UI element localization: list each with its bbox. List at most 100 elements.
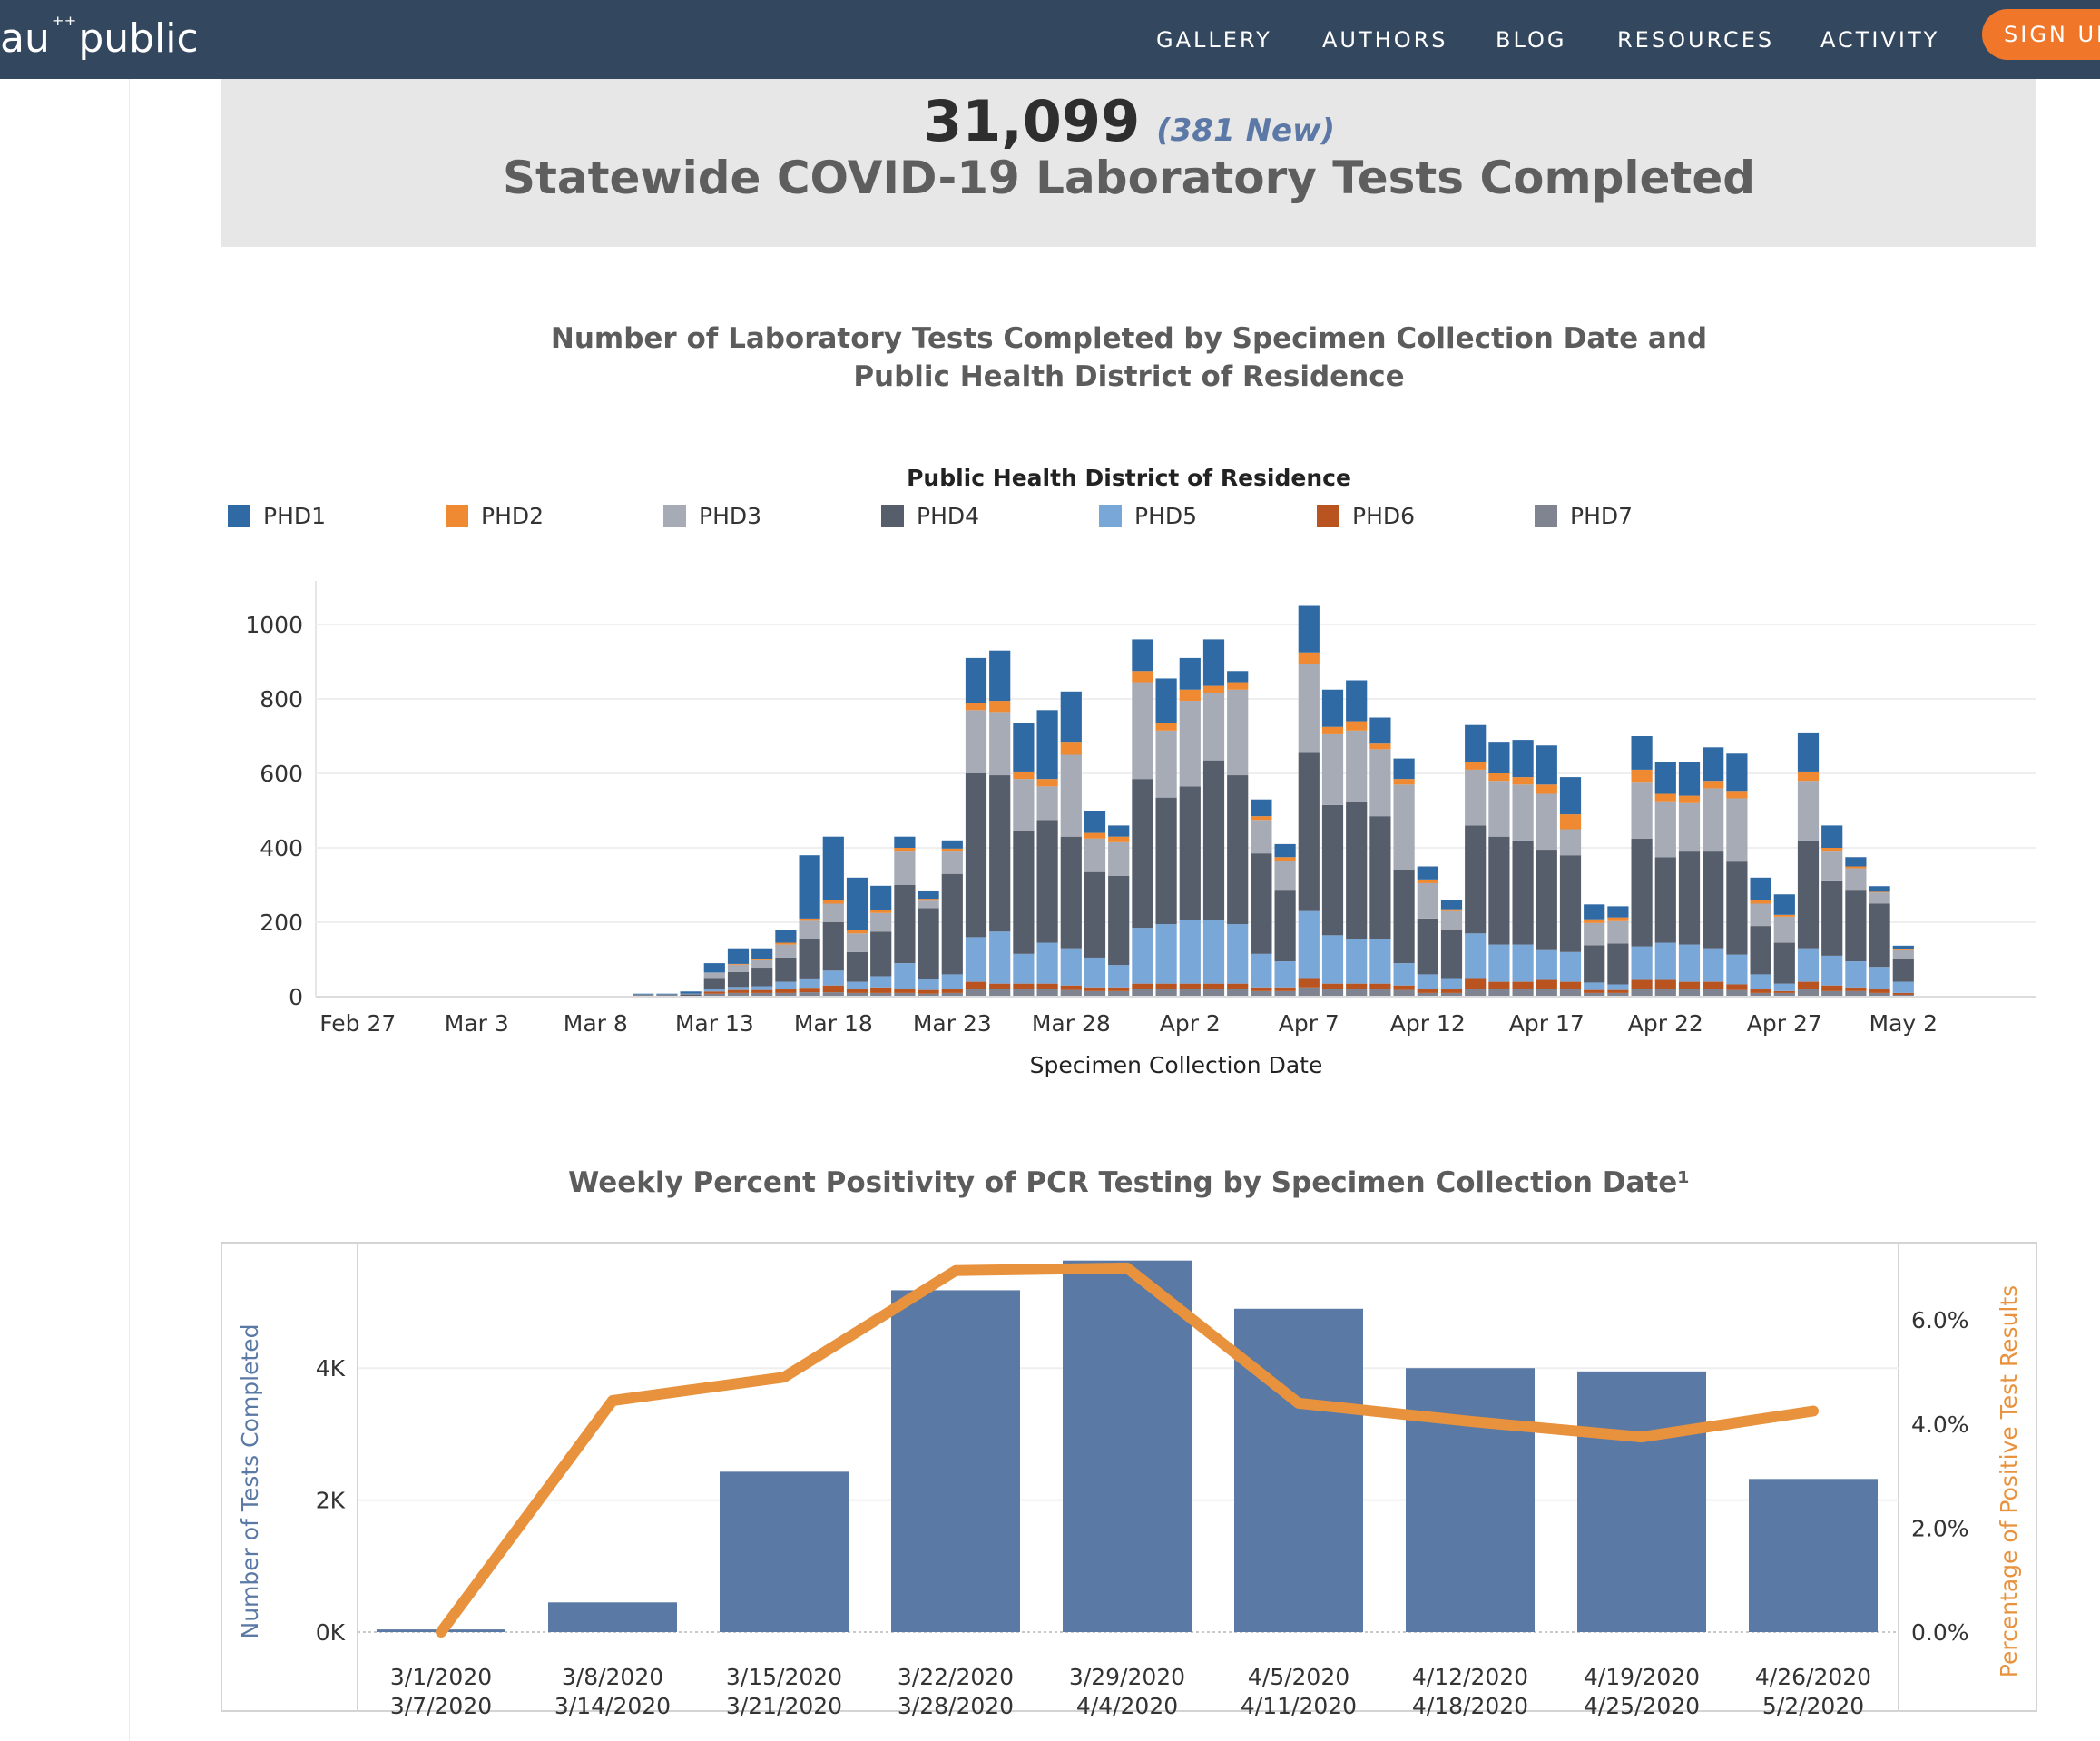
bar-segment-phd7[interactable] xyxy=(775,992,797,997)
bar-segment-phd1[interactable] xyxy=(1013,723,1035,772)
bar-segment-phd4[interactable] xyxy=(680,994,702,997)
bar-segment-phd1[interactable] xyxy=(1155,678,1177,723)
bar-segment-phd7[interactable] xyxy=(1274,990,1296,997)
bar-segment-phd6[interactable] xyxy=(1251,987,1272,991)
bar-segment-phd5[interactable] xyxy=(1869,967,1890,989)
bar-segment-phd7[interactable] xyxy=(1179,989,1201,997)
positivity-line[interactable] xyxy=(436,1262,1819,1638)
bar-segment-phd6[interactable] xyxy=(799,988,820,993)
bar-segment-phd4[interactable] xyxy=(703,978,725,989)
bar-segment-phd7[interactable] xyxy=(1892,994,1914,997)
bar-segment-phd4[interactable] xyxy=(1417,918,1438,975)
bar-segment-phd6[interactable] xyxy=(1488,981,1510,989)
bar-segment-phd4[interactable] xyxy=(1869,903,1890,968)
bar-segment-phd6[interactable] xyxy=(1773,990,1795,993)
bar-segment-phd1[interactable] xyxy=(1559,777,1582,815)
bar-segment-phd7[interactable] xyxy=(1821,990,1843,997)
bar-segment-phd1[interactable] xyxy=(1060,691,1082,743)
bar-segment-phd6[interactable] xyxy=(1892,992,1914,995)
bar-segment-phd6[interactable] xyxy=(1393,985,1415,990)
bar-segment-phd1[interactable] xyxy=(633,993,654,995)
bar-segment-phd3[interactable] xyxy=(1797,781,1820,841)
bar-segment-phd1[interactable] xyxy=(1346,680,1368,722)
bar-segment-phd5[interactable] xyxy=(1084,957,1106,988)
bar-segment-phd6[interactable] xyxy=(941,989,963,993)
bar-segment-phd2[interactable] xyxy=(1892,949,1914,950)
bar-segment-phd1[interactable] xyxy=(1678,762,1701,796)
bar-segment-phd6[interactable] xyxy=(822,985,844,993)
bar-segment-phd3[interactable] xyxy=(1773,916,1795,943)
bar-segment-phd1[interactable] xyxy=(1631,736,1653,770)
nav-resources[interactable]: RESOURCES xyxy=(1617,27,1775,53)
bar-segment-phd7[interactable] xyxy=(1750,992,1771,997)
bar-segment-phd6[interactable] xyxy=(1346,983,1368,989)
bar-segment-phd3[interactable] xyxy=(1488,781,1510,837)
bar-segment-phd5[interactable] xyxy=(1703,948,1724,982)
bar-segment-phd7[interactable] xyxy=(1607,992,1629,997)
bar-segment-phd1[interactable] xyxy=(1797,732,1820,772)
bar-segment-phd6[interactable] xyxy=(989,983,1011,989)
bar-segment-phd5[interactable] xyxy=(941,974,963,989)
bar-segment-phd5[interactable] xyxy=(1750,974,1771,989)
bar-segment-phd7[interactable] xyxy=(1726,989,1748,997)
bar-segment-phd5[interactable] xyxy=(1773,983,1795,991)
bar-segment-phd5[interactable] xyxy=(1845,961,1867,988)
bar-segment-phd1[interactable] xyxy=(1369,717,1391,744)
bar-segment-phd1[interactable] xyxy=(1536,745,1557,785)
bar-segment-phd5[interactable] xyxy=(965,937,987,982)
bar-segment-phd2[interactable] xyxy=(1559,814,1582,830)
bar-segment-phd2[interactable] xyxy=(727,963,750,965)
legend-item-phd3[interactable]: PHD3 xyxy=(663,502,761,529)
bar-segment-phd4[interactable] xyxy=(1821,880,1843,956)
bar-segment-phd3[interactable] xyxy=(1417,882,1438,919)
bar-segment-phd4[interactable] xyxy=(1726,861,1748,955)
bar-segment-phd7[interactable] xyxy=(1369,989,1391,997)
bar-segment-phd3[interactable] xyxy=(680,993,702,995)
bar-segment-phd5[interactable] xyxy=(1346,939,1368,984)
bar-segment-phd5[interactable] xyxy=(989,931,1011,984)
bar-segment-phd1[interactable] xyxy=(703,963,725,973)
bar-segment-phd7[interactable] xyxy=(799,992,820,997)
bar-segment-phd2[interactable] xyxy=(1797,771,1820,782)
bar-segment-phd6[interactable] xyxy=(1678,981,1701,989)
bar-segment-phd5[interactable] xyxy=(846,981,868,989)
bar-segment-phd5[interactable] xyxy=(775,981,797,989)
bar-segment-phd3[interactable] xyxy=(1155,730,1177,798)
bar-segment-phd6[interactable] xyxy=(1631,979,1653,989)
bar-segment-phd4[interactable] xyxy=(656,995,678,997)
bar-segment-phd4[interactable] xyxy=(1013,831,1035,954)
weekly-tests-bar[interactable] xyxy=(1406,1368,1535,1632)
bar-segment-phd3[interactable] xyxy=(1274,861,1296,891)
bar-segment-phd6[interactable] xyxy=(894,989,916,993)
bar-segment-phd2[interactable] xyxy=(918,899,939,901)
bar-segment-phd3[interactable] xyxy=(870,912,892,932)
legend-item-phd4[interactable]: PHD4 xyxy=(881,502,979,529)
bar-segment-phd4[interactable] xyxy=(1274,890,1296,962)
weekly-positivity-chart[interactable]: 0K 2K 4K 0.0% 2.0% 4.0% 6.0% 3/1/2020 3/7/2020… xyxy=(0,1234,2100,1741)
bar-segment-phd3[interactable] xyxy=(1892,949,1914,959)
bar-segment-phd3[interactable] xyxy=(727,964,750,972)
bar-segment-phd5[interactable] xyxy=(1060,948,1082,986)
bar-segment-phd6[interactable] xyxy=(1845,987,1867,991)
bar-segment-phd3[interactable] xyxy=(1251,820,1272,854)
bar-segment-phd1[interactable] xyxy=(1321,689,1344,727)
bar-segment-phd2[interactable] xyxy=(1369,743,1391,750)
bar-segment-phd6[interactable] xyxy=(1036,983,1058,989)
bar-segment-phd4[interactable] xyxy=(1512,840,1534,945)
bar-segment-phd3[interactable] xyxy=(1559,829,1582,856)
bar-segment-phd6[interactable] xyxy=(1369,983,1391,989)
bar-segment-phd5[interactable] xyxy=(1440,978,1463,989)
bar-segment-phd2[interactable] xyxy=(1417,879,1438,883)
bar-segment-phd5[interactable] xyxy=(1393,963,1415,986)
bar-segment-phd5[interactable] xyxy=(918,979,939,990)
bar-segment-phd3[interactable] xyxy=(846,933,868,952)
bar-segment-phd1[interactable] xyxy=(727,948,750,964)
bar-segment-phd5[interactable] xyxy=(1726,954,1748,985)
bar-segment-phd1[interactable] xyxy=(1440,900,1463,910)
bar-segment-phd6[interactable] xyxy=(1155,983,1177,989)
bar-segment-phd4[interactable] xyxy=(1179,786,1201,920)
bar-segment-phd3[interactable] xyxy=(965,710,987,773)
bar-segment-phd1[interactable] xyxy=(1251,799,1272,817)
bar-segment-phd4[interactable] xyxy=(1202,760,1225,920)
bar-segment-phd6[interactable] xyxy=(1703,981,1724,989)
